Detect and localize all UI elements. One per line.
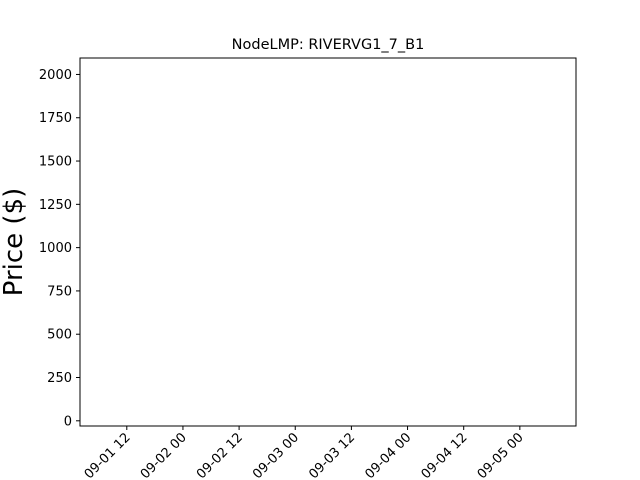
y-tick-label: 0	[64, 414, 72, 429]
y-tick-label: 1000	[39, 241, 72, 256]
y-tick-label: 1250	[39, 198, 72, 213]
y-axis-label: Price ($)	[0, 188, 29, 297]
y-tick-label: 2000	[39, 68, 72, 83]
y-tick-label: 250	[47, 371, 72, 386]
plot-frame	[79, 57, 577, 427]
y-tick-label: 1750	[39, 111, 72, 126]
y-tick-label: 750	[47, 284, 72, 299]
y-tick-label: 1500	[39, 155, 72, 170]
chart-title: NodeLMP: RIVERVG1_7_B1	[232, 37, 425, 53]
y-tick-label: 500	[47, 328, 72, 343]
